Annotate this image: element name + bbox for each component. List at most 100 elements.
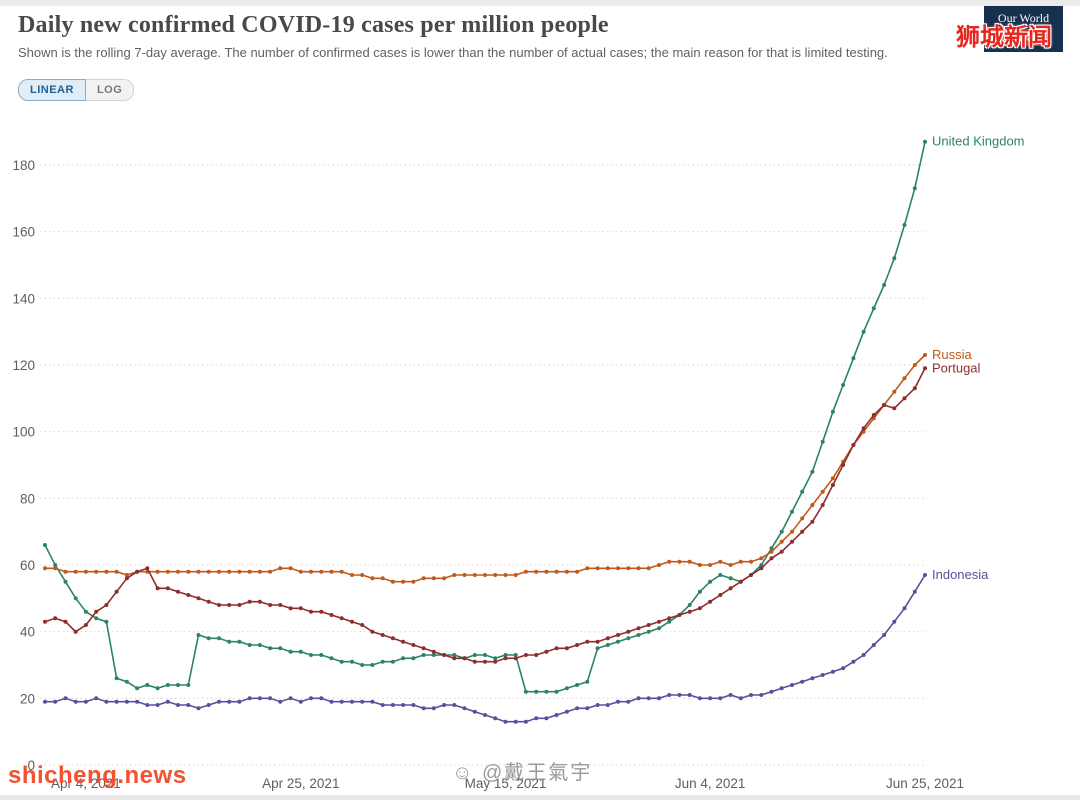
series-point-united-kingdom (63, 579, 68, 584)
series-point-indonesia (697, 696, 702, 701)
series-point-russia (155, 569, 160, 574)
series-point-united-kingdom (697, 589, 702, 594)
series-point-indonesia (779, 686, 784, 691)
series-point-portugal (309, 609, 313, 614)
series-point-indonesia (278, 699, 283, 704)
series-point-russia (339, 569, 344, 574)
x-tick-label-1: Apr 25, 2021 (262, 776, 339, 791)
series-point-russia (288, 566, 293, 571)
series-point-indonesia (616, 699, 620, 704)
series-point-russia (657, 563, 661, 567)
series-point-indonesia (513, 719, 518, 724)
series-point-united-kingdom (217, 636, 221, 641)
series-point-russia (370, 576, 375, 581)
series-point-portugal (585, 639, 590, 644)
x-tick-label-2: May 15, 2021 (465, 776, 547, 791)
series-point-indonesia (923, 573, 927, 577)
series-point-portugal (544, 649, 549, 654)
series-point-indonesia (329, 699, 334, 704)
series-point-russia (595, 566, 600, 571)
series-point-united-kingdom (196, 633, 201, 637)
series-point-united-kingdom (554, 689, 559, 694)
series-point-portugal (749, 573, 753, 577)
series-point-united-kingdom (534, 689, 539, 694)
series-point-russia (165, 569, 170, 574)
series-point-indonesia (339, 699, 344, 704)
series-point-russia (217, 569, 221, 574)
series-point-united-kingdom (227, 639, 232, 644)
series-point-indonesia (411, 703, 416, 707)
series-point-indonesia (83, 699, 88, 704)
scale-toggle: LINEAR LOG (18, 79, 135, 102)
series-point-russia (247, 569, 252, 574)
series-point-portugal (687, 609, 692, 614)
series-point-russia (278, 566, 283, 571)
series-point-indonesia (186, 703, 191, 707)
series-point-united-kingdom (319, 653, 324, 657)
series-point-portugal (390, 636, 395, 641)
y-tick-label-40: 40 (20, 625, 35, 640)
series-point-portugal (657, 619, 661, 624)
series-point-united-kingdom (708, 579, 713, 584)
series-point-portugal (534, 653, 539, 657)
series-point-portugal (738, 579, 743, 584)
series-point-united-kingdom (411, 656, 416, 661)
series-point-russia (462, 573, 467, 577)
series-point-united-kingdom (523, 689, 528, 694)
series-point-russia (380, 576, 385, 581)
series-point-indonesia (257, 696, 262, 701)
series-point-united-kingdom (145, 683, 150, 687)
series-point-united-kingdom (155, 686, 160, 691)
series-point-portugal (523, 653, 528, 657)
series-point-russia (728, 563, 733, 567)
series-point-united-kingdom (841, 383, 846, 387)
series-point-portugal (575, 643, 580, 647)
series-point-indonesia (268, 696, 273, 701)
log-tab[interactable]: LOG (84, 79, 135, 102)
series-point-portugal (564, 646, 569, 651)
series-point-portugal (329, 613, 334, 617)
series-point-russia (626, 566, 631, 571)
series-point-russia (104, 569, 109, 574)
series-point-russia (697, 563, 702, 567)
series-point-portugal (196, 596, 201, 601)
series-point-portugal (820, 503, 825, 507)
series-point-portugal (677, 613, 682, 617)
watermark-top-right: 狮城新闻 (956, 24, 1052, 51)
series-point-portugal (871, 413, 876, 417)
series-point-russia (667, 559, 672, 564)
series-point-united-kingdom (43, 543, 47, 547)
series-point-portugal (902, 396, 907, 401)
series-point-united-kingdom (728, 576, 733, 581)
series-point-indonesia (472, 709, 477, 714)
series-point-indonesia (145, 703, 150, 707)
series-point-indonesia (585, 706, 590, 711)
series-point-united-kingdom (605, 643, 610, 647)
series-point-portugal (165, 586, 170, 591)
series-point-indonesia (626, 699, 631, 704)
series-point-portugal (288, 606, 293, 611)
series-point-russia (421, 576, 426, 581)
series-point-indonesia (124, 699, 129, 704)
series-point-united-kingdom (503, 653, 508, 657)
series-point-russia (646, 566, 651, 571)
series-point-portugal (728, 586, 733, 591)
series-point-russia (902, 376, 907, 381)
series-point-indonesia (462, 706, 467, 711)
series-point-russia (677, 559, 682, 564)
series-point-indonesia (595, 703, 600, 707)
series-label-indonesia: Indonesia (932, 567, 989, 582)
series-point-portugal (462, 656, 467, 661)
series-point-united-kingdom (431, 653, 436, 657)
series-point-united-kingdom (871, 306, 876, 311)
series-point-portugal (73, 629, 78, 634)
series-point-portugal (380, 633, 385, 637)
series-point-indonesia (360, 699, 365, 704)
series-point-indonesia (800, 679, 805, 684)
series-point-portugal (636, 626, 641, 631)
series-point-united-kingdom (186, 683, 191, 687)
linear-tab[interactable]: LINEAR (18, 79, 86, 102)
series-point-indonesia (738, 696, 743, 701)
series-point-indonesia (769, 689, 774, 694)
series-point-portugal (697, 606, 702, 611)
